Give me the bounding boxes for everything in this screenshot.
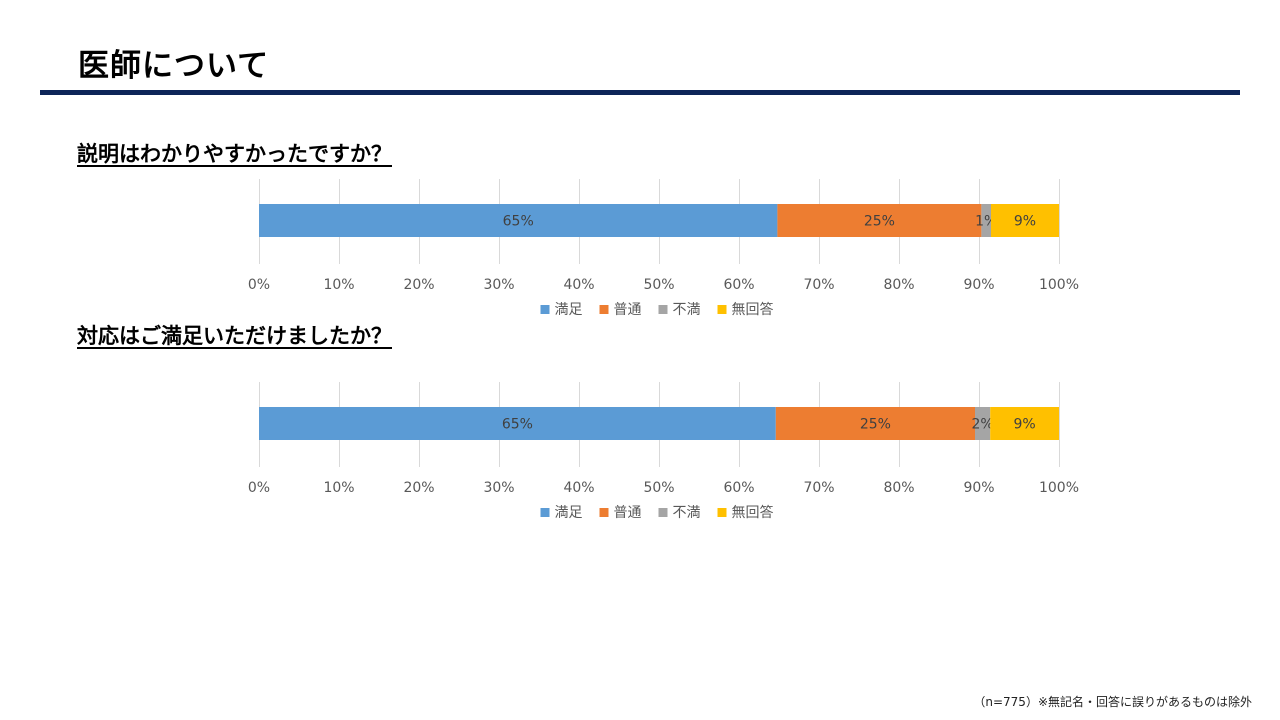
x-tick-label: 90% xyxy=(963,277,994,293)
x-tick-label: 40% xyxy=(563,277,594,293)
bar-segment-無回答 xyxy=(991,204,1059,237)
page-title: 医師について xyxy=(78,48,270,84)
x-tick-label: 50% xyxy=(643,277,674,293)
x-tick-label: 90% xyxy=(963,480,994,496)
legend-swatch-不満 xyxy=(658,508,668,517)
bar-segment-満足 xyxy=(259,407,776,440)
bar-segment-無回答 xyxy=(990,407,1059,440)
legend-swatch-満足 xyxy=(540,508,550,517)
chart-2-svg: 65% 25% 2% 9% 0% 10% 20% 30% 40% 50% 60% 70% 80% 90% 1… xyxy=(248,382,1079,521)
legend-swatch-不満 xyxy=(658,305,668,314)
x-tick-label: 0% xyxy=(248,480,270,496)
x-tick-label: 40% xyxy=(563,480,594,496)
question-1-title: 説明はわかりやすかったですか？ xyxy=(77,142,392,166)
data-label: 9% xyxy=(1014,214,1036,230)
title-rule xyxy=(40,90,1240,95)
footnote: （n=775）※無記名・回答に誤りがあるものは除外 xyxy=(973,695,1252,709)
bar-segment-普通 xyxy=(775,407,975,440)
data-label: 9% xyxy=(1013,417,1035,433)
x-tick-label: 20% xyxy=(403,277,434,293)
legend-label: 不満 xyxy=(673,302,701,318)
x-tick-label: 50% xyxy=(643,480,674,496)
x-tick-label: 10% xyxy=(323,277,354,293)
chart-1: 65% 25% 1% 9% 0% 10% 20% 30% 40% 50% 60% 70% 80% 90% 1… xyxy=(0,175,1280,335)
legend-swatch-無回答 xyxy=(717,508,727,517)
x-tick-label: 30% xyxy=(483,480,514,496)
legend-swatch-普通 xyxy=(599,305,609,314)
legend-label: 満足 xyxy=(555,302,583,318)
legend-label: 無回答 xyxy=(732,301,774,318)
data-label: 25% xyxy=(864,214,895,230)
bar-segment-満足 xyxy=(259,204,778,237)
x-tick-label: 70% xyxy=(803,480,834,496)
x-tick-label: 10% xyxy=(323,480,354,496)
legend-label: 不満 xyxy=(673,505,701,521)
legend-swatch-普通 xyxy=(599,508,609,517)
x-tick-label: 60% xyxy=(723,480,754,496)
legend-swatch-満足 xyxy=(540,305,550,314)
x-tick-label: 70% xyxy=(803,277,834,293)
data-label: 65% xyxy=(502,417,533,433)
legend-label: 満足 xyxy=(555,505,583,521)
chart-1-svg: 65% 25% 1% 9%0% 10% 20% 30% 40% 50% 60% 70% 80% 90% 1… xyxy=(248,179,1079,318)
bar-segment-不満 xyxy=(975,407,991,440)
legend-swatch-無回答 xyxy=(717,305,727,314)
legend-label: 無回答 xyxy=(732,504,774,521)
x-tick-label: 0% xyxy=(248,277,270,293)
legend-label: 普通 xyxy=(614,505,642,521)
x-tick-label: 80% xyxy=(883,480,914,496)
bar-segment-不満 xyxy=(981,204,991,237)
data-label: 25% xyxy=(860,417,891,433)
x-tick-label: 20% xyxy=(403,480,434,496)
x-tick-label: 30% xyxy=(483,277,514,293)
data-label: 2% xyxy=(971,417,993,433)
bar-segment-普通 xyxy=(777,204,982,237)
x-tick-label: 80% xyxy=(883,277,914,293)
chart-2: 65% 25% 2% 9% 0% 10% 20% 30% 40% 50% 60% 70% 80% 90% 1… xyxy=(0,378,1280,538)
question-2-title: 対応はご満足いただけましたか？ xyxy=(77,324,392,348)
x-tick-label: 100% xyxy=(1039,480,1079,496)
data-label: 65% xyxy=(503,214,534,230)
legend-label: 普通 xyxy=(614,302,642,318)
x-tick-label: 100% xyxy=(1039,277,1079,293)
x-tick-label: 60% xyxy=(723,277,754,293)
